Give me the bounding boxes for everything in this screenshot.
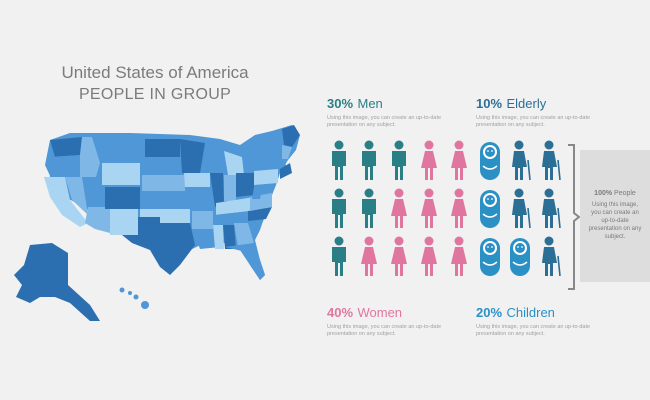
men-percent: 30%: [327, 96, 354, 111]
hawaii-island-1: [119, 287, 125, 293]
summary-label: People: [614, 190, 636, 197]
state-tn: [214, 211, 250, 225]
state-tx: [122, 217, 195, 275]
state-sd: [143, 157, 180, 175]
summary-percent: 100%: [594, 190, 613, 197]
men-figure-icon: [362, 188, 376, 228]
elderly-label: Elderly: [506, 96, 547, 111]
children-desc: Using this image, you can create an up-t…: [476, 324, 591, 337]
elderly-figure-icon: [512, 140, 531, 181]
women-percent: 40%: [327, 305, 354, 320]
state-ne-coast: [280, 163, 292, 179]
state-wi: [205, 147, 222, 173]
us-map: [14, 125, 300, 321]
bracket-icon: [568, 144, 580, 290]
state-ms: [213, 225, 224, 249]
women-figure-icon: [421, 188, 437, 228]
state-co: [105, 187, 140, 209]
elderly-figure-icon: [542, 236, 561, 277]
women-desc: Using this image, you can create an up-t…: [327, 324, 442, 337]
stat-men: 30% Men Using this image, you can create…: [327, 95, 447, 129]
state-or: [48, 155, 80, 177]
hawaii-island-3: [133, 294, 139, 300]
state-la: [193, 229, 220, 249]
state-ok: [140, 209, 190, 223]
men-figure-icon: [392, 140, 406, 180]
women-figure-icon: [361, 236, 377, 276]
women-figure-icon: [391, 236, 407, 276]
elderly-desc: Using this image, you can create an up-t…: [476, 115, 591, 128]
state-nm: [110, 209, 138, 235]
state-fl: [225, 243, 265, 280]
elderly-figure-icon: [542, 188, 561, 229]
state-ne: [142, 175, 185, 191]
children-figure-icon: [480, 238, 500, 276]
children-figure-icon: [510, 238, 530, 276]
men-figure-icon: [332, 188, 346, 228]
state-nc: [248, 207, 272, 221]
state-nd: [145, 139, 180, 157]
state-sc: [248, 219, 264, 233]
stat-children: 20% Children Using this image, you can c…: [476, 304, 596, 338]
state-me: [282, 125, 300, 147]
state-mt: [92, 137, 145, 161]
elderly-percent: 10%: [476, 96, 503, 111]
men-desc: Using this image, you can create an up-t…: [327, 115, 442, 128]
women-figure-icon: [421, 140, 437, 180]
alaska-shape: [14, 243, 100, 321]
state-il: [210, 173, 224, 207]
state-ky: [216, 197, 254, 215]
state-nv: [65, 177, 88, 215]
state-ny: [258, 147, 286, 169]
state-ga: [234, 223, 254, 247]
state-pa: [254, 169, 278, 185]
state-ks: [142, 191, 188, 207]
state-wy: [102, 163, 140, 185]
state-mn: [180, 139, 205, 173]
children-percent: 20%: [476, 305, 503, 320]
state-az: [85, 207, 110, 233]
state-nh-vt: [282, 145, 292, 159]
women-label: Women: [357, 305, 403, 320]
women-figure-icon: [451, 140, 467, 180]
state-id: [80, 137, 100, 177]
state-oh: [236, 173, 254, 197]
state-wv: [252, 187, 262, 199]
men-label: Men: [357, 96, 383, 111]
state-mo: [188, 187, 215, 211]
summary-desc: Using this image, you can create an up-t…: [588, 202, 642, 240]
men-figure-icon: [332, 140, 346, 180]
women-figure-icon: [421, 236, 437, 276]
hawaii-island-2: [128, 291, 132, 295]
people-figure-grid: [332, 140, 561, 277]
page-subtitle: PEOPLE IN GROUP: [78, 86, 232, 103]
state-mi: [224, 151, 244, 175]
summary-box: 100% People Using this image, you can cr…: [580, 150, 650, 282]
state-ut: [82, 177, 102, 207]
children-figure-icon: [480, 142, 500, 180]
women-figure-icon: [391, 188, 407, 228]
women-figure-icon: [451, 188, 467, 228]
state-al: [223, 225, 236, 249]
men-figure-icon: [332, 236, 346, 276]
children-label: Children: [506, 305, 555, 320]
title-block: United States of America PEOPLE IN GROUP: [50, 62, 260, 106]
state-ar: [192, 211, 213, 229]
elderly-figure-icon: [542, 140, 561, 181]
stat-elderly: 10% Elderly Using this image, you can cr…: [476, 95, 596, 129]
women-figure-icon: [451, 236, 467, 276]
children-figure-icon: [480, 190, 500, 228]
state-wa: [50, 137, 82, 157]
page-title: United States of America: [61, 63, 249, 82]
state-ca: [44, 177, 88, 227]
state-ia: [184, 173, 210, 187]
state-in: [224, 175, 236, 201]
summary-title: 100% People: [580, 190, 650, 197]
men-figure-icon: [362, 140, 376, 180]
elderly-figure-icon: [512, 188, 531, 229]
hawaii-island-4: [141, 301, 149, 309]
stat-women: 40% Women Using this image, you can crea…: [327, 304, 447, 338]
